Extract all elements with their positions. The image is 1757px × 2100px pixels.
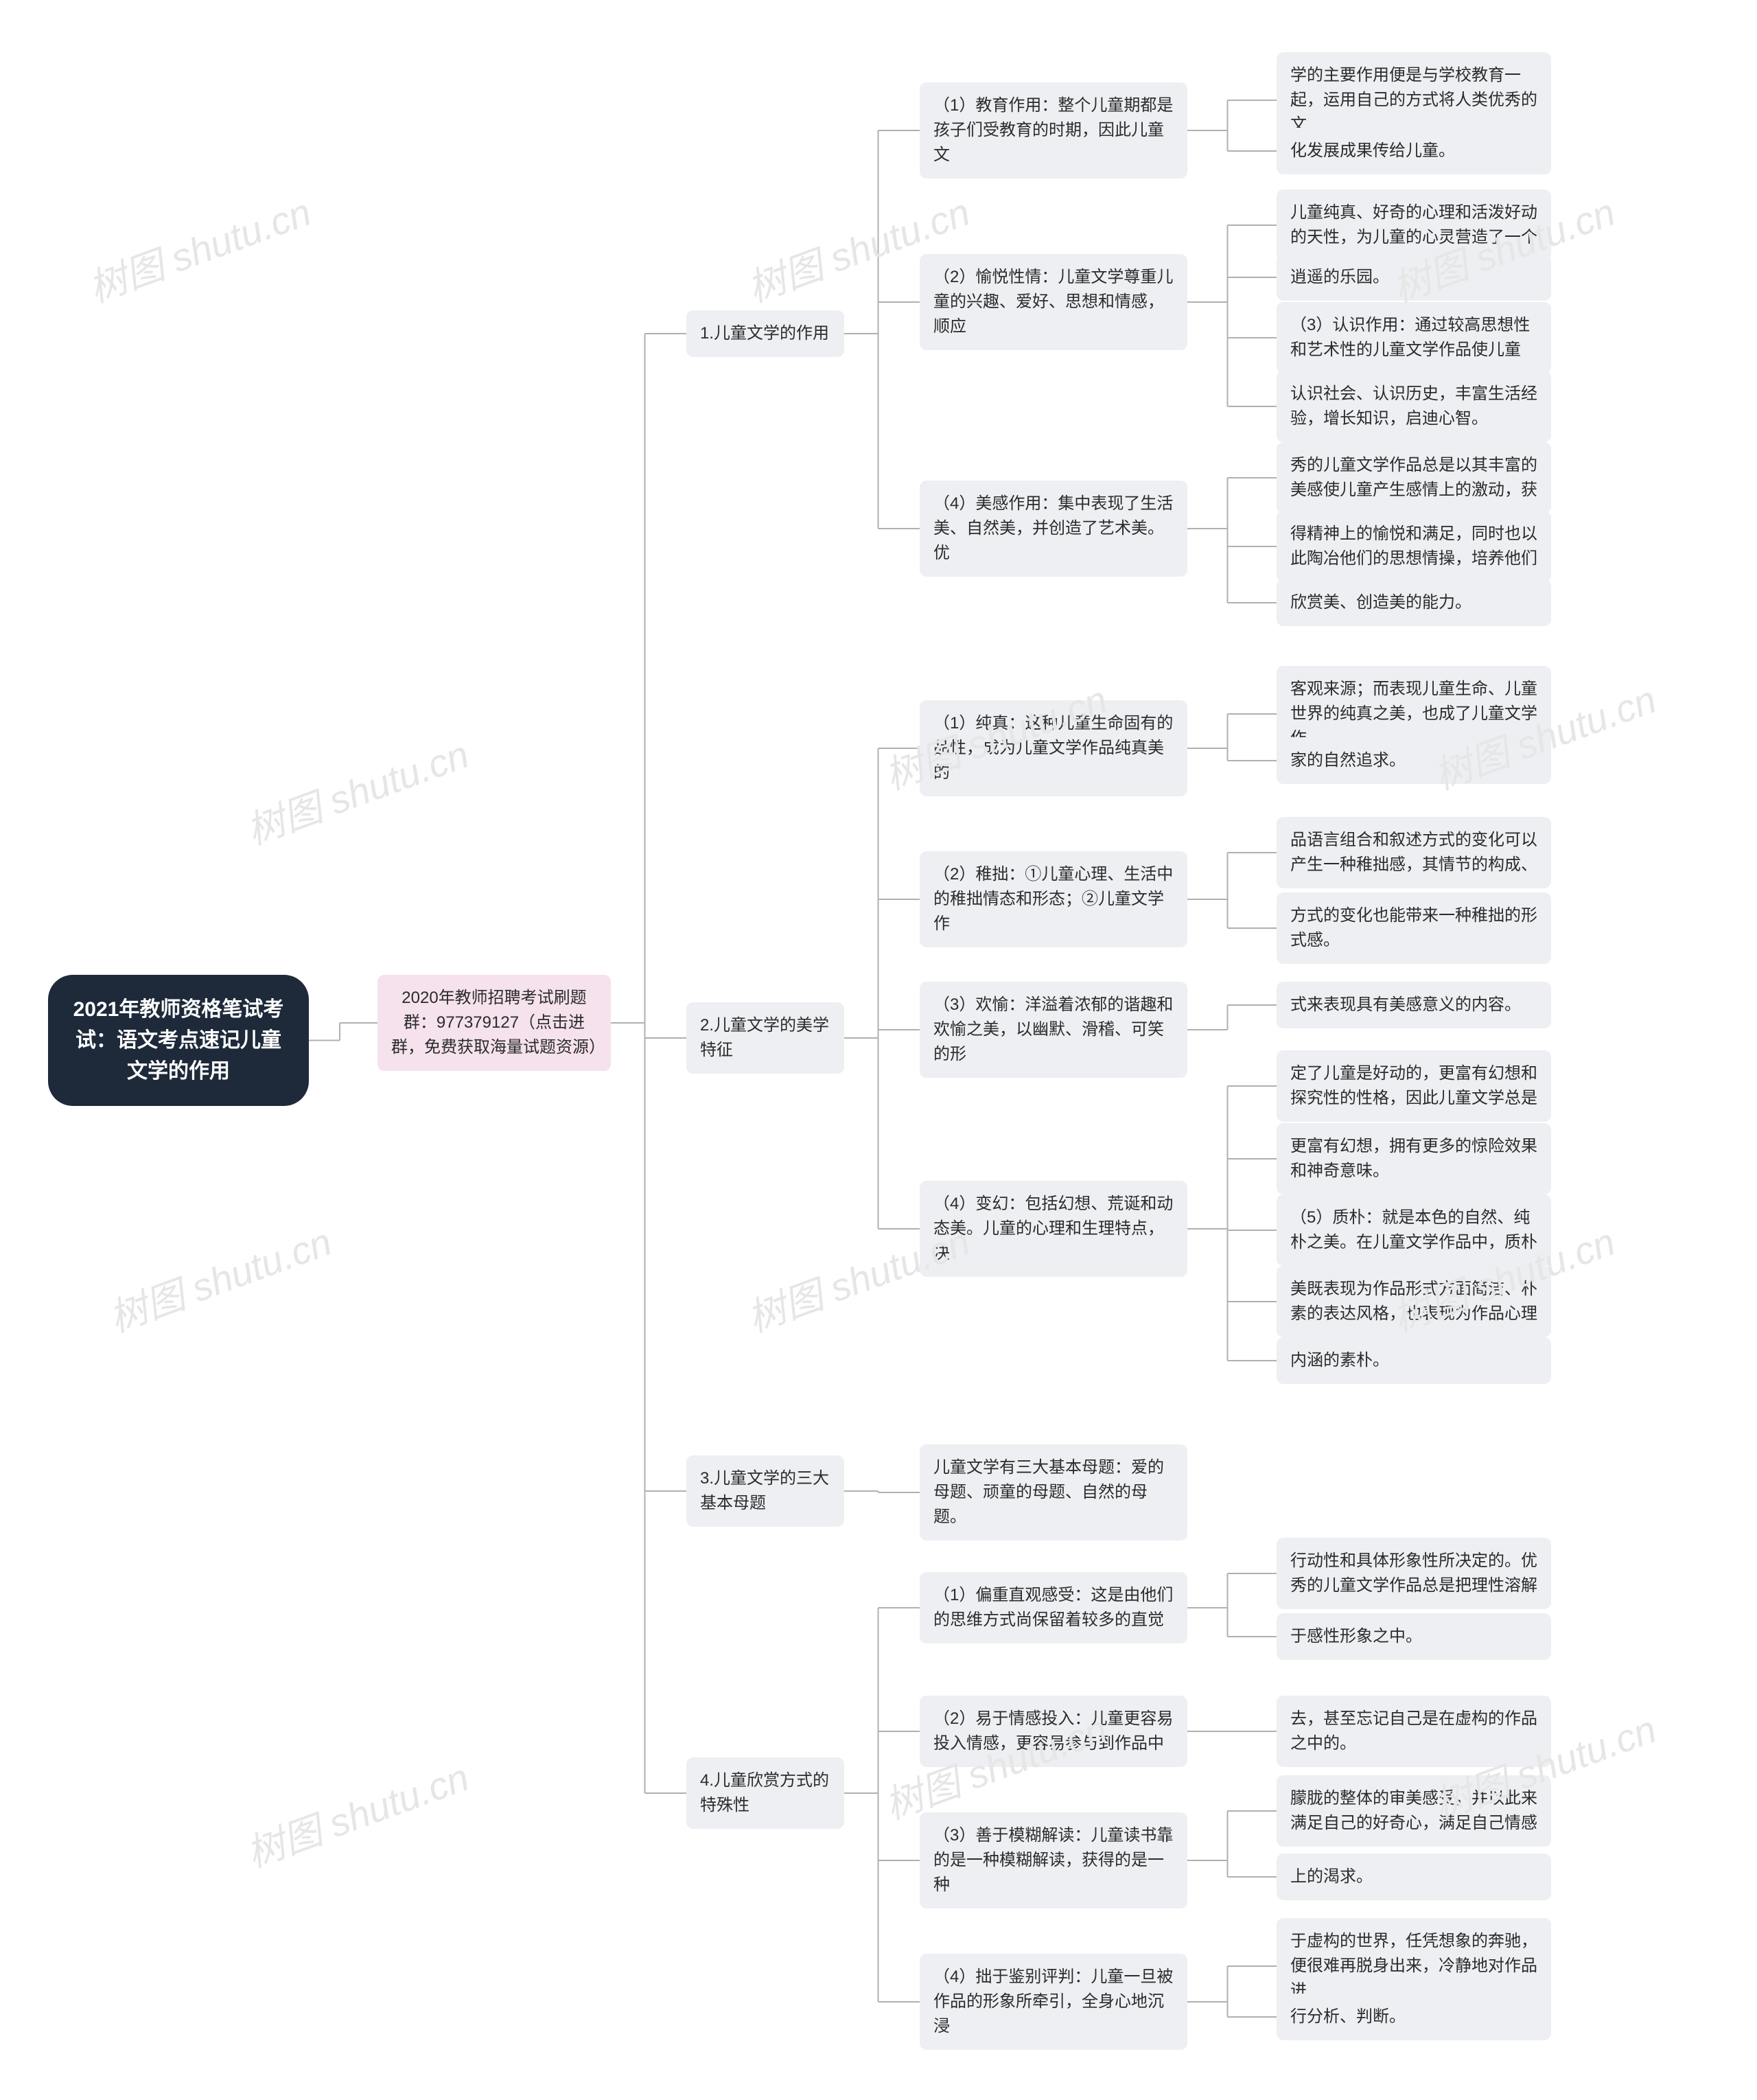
mindmap-node-s4c1: 朦胧的整体的审美感受，并以此来满足自己的好奇心，满足自己情感 xyxy=(1277,1775,1551,1847)
mindmap-node-s4a: （1）偏重直观感受：这是由他们的思维方式尚保留着较多的直觉 xyxy=(920,1572,1187,1643)
mindmap-node-s1b: （2）愉悦性情：儿童文学尊重儿童的兴趣、爱好、思想和情感，顺应 xyxy=(920,254,1187,350)
watermark: 树图 shutu.cn xyxy=(80,181,318,313)
mindmap-node-s1c1: 秀的儿童文学作品总是以其丰富的美感使儿童产生感情上的激动，获 xyxy=(1277,442,1551,514)
mindmap-node-s4: 4.儿童欣赏方式的特殊性 xyxy=(686,1757,844,1829)
mindmap-node-s4a1: 行动性和具体形象性所决定的。优秀的儿童文学作品总是把理性溶解 xyxy=(1277,1538,1551,1609)
mindmap-node-s1c: （4）美感作用：集中表现了生活美、自然美，并创造了艺术美。优 xyxy=(920,481,1187,577)
mindmap-node-s3: 3.儿童文学的三大基本母题 xyxy=(686,1455,844,1527)
mindmap-node-s1b3: （3）认识作用：通过较高思想性和艺术性的儿童文学作品使儿童 xyxy=(1277,302,1551,373)
mindmap-node-s1: 1.儿童文学的作用 xyxy=(686,310,844,357)
mindmap-node-s4c2: 上的渴求。 xyxy=(1277,1854,1551,1900)
mindmap-node-s2d4: 美既表现为作品形式方面简洁、朴素的表达风格，也表现为作品心理 xyxy=(1277,1266,1551,1337)
mindmap-node-s2a: （1）纯真：这种儿童生命固有的品性，成为儿童文学作品纯真美的 xyxy=(920,700,1187,796)
mindmap-node-s4c: （3）善于模糊解读：儿童读书靠的是一种模糊解读，获得的是一种 xyxy=(920,1812,1187,1908)
mindmap-node-s2c: （3）欢愉：洋溢着浓郁的谐趣和欢愉之美，以幽默、滑稽、可笑的形 xyxy=(920,982,1187,1078)
mindmap-node-s4b1: 去，甚至忘记自己是在虚构的作品之中的。 xyxy=(1277,1696,1551,1767)
mindmap-node-s4b: （2）易于情感投入：儿童更容易投入情感，更容易参与到作品中 xyxy=(920,1696,1187,1767)
mindmap-node-s4d: （4）拙于鉴别评判：儿童一旦被作品的形象所牵引，全身心地沉浸 xyxy=(920,1954,1187,2050)
mindmap-node-s4a2: 于感性形象之中。 xyxy=(1277,1613,1551,1660)
mindmap-node-s1a2: 化发展成果传给儿童。 xyxy=(1277,128,1551,174)
mindmap-node-s2d3: （5）质朴：就是本色的自然、纯朴之美。在儿童文学作品中，质朴 xyxy=(1277,1195,1551,1266)
watermark: 树图 shutu.cn xyxy=(237,1746,476,1878)
mindmap-node-s3a: 儿童文学有三大基本母题：爱的母题、顽童的母题、自然的母题。 xyxy=(920,1444,1187,1541)
mindmap-node-root: 2021年教师资格笔试考试：语文考点速记儿童文学的作用 xyxy=(48,975,309,1106)
mindmap-node-s1b2: 逍遥的乐园。 xyxy=(1277,254,1551,301)
watermark: 树图 shutu.cn xyxy=(237,724,476,855)
mindmap-node-n1: 2020年教师招聘考试刷题群：977379127（点击进群，免费获取海量试题资源… xyxy=(377,975,611,1071)
mindmap-node-s1c2: 得精神上的愉悦和满足，同时也以此陶冶他们的思想情操，培养他们 xyxy=(1277,511,1551,582)
mindmap-node-s2c1: 式来表现具有美感意义的内容。 xyxy=(1277,982,1551,1028)
mindmap-node-s1a: （1）教育作用：整个儿童期都是孩子们受教育的时期，因此儿童文 xyxy=(920,82,1187,178)
watermark: 树图 shutu.cn xyxy=(100,1211,338,1343)
mindmap-node-s2d2: 更富有幻想，拥有更多的惊险效果和神奇意味。 xyxy=(1277,1123,1551,1195)
mindmap-node-s2d: （4）变幻：包括幻想、荒诞和动态美。儿童的心理和生理特点，决 xyxy=(920,1181,1187,1277)
mindmap-node-s2: 2.儿童文学的美学特征 xyxy=(686,1002,844,1074)
mindmap-node-s2b2: 方式的变化也能带来一种稚拙的形式感。 xyxy=(1277,892,1551,964)
mindmap-node-s2b1: 品语言组合和叙述方式的变化可以产生一种稚拙感，其情节的构成、 xyxy=(1277,817,1551,888)
mindmap-node-s1b4: 认识社会、认识历史，丰富生活经验，增长知识，启迪心智。 xyxy=(1277,371,1551,442)
mindmap-node-s2d5: 内涵的素朴。 xyxy=(1277,1337,1551,1384)
mindmap-node-s1c3: 欣赏美、创造美的能力。 xyxy=(1277,579,1551,626)
mindmap-node-s2a2: 家的自然追求。 xyxy=(1277,737,1551,784)
mindmap-node-s2b: （2）稚拙：①儿童心理、生活中的稚拙情态和形态；②儿童文学作 xyxy=(920,851,1187,947)
mindmap-node-s2d1: 定了儿童是好动的，更富有幻想和探究性的性格，因此儿童文学总是 xyxy=(1277,1050,1551,1122)
mindmap-node-s4d2: 行分析、判断。 xyxy=(1277,1994,1551,2040)
mindmap-node-s1b1: 儿童纯真、好奇的心理和活泼好动的天性，为儿童的心灵营造了一个 xyxy=(1277,189,1551,261)
